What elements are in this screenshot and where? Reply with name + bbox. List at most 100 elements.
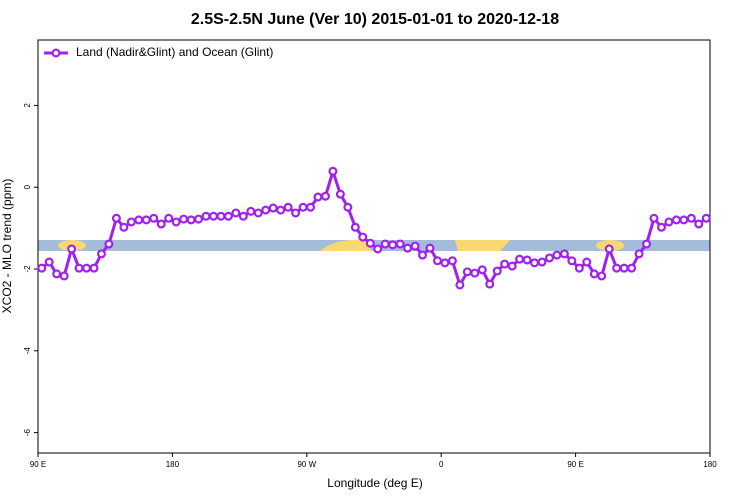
data-point [597, 271, 607, 281]
data-point [44, 257, 54, 267]
data-point [104, 239, 114, 249]
data-point [261, 205, 271, 215]
data-point [492, 266, 502, 276]
data-point [119, 222, 129, 232]
x-tick-label: 180 [166, 460, 180, 469]
data-point [664, 217, 674, 227]
data-point [313, 192, 323, 202]
data-point [627, 263, 637, 273]
data-point [223, 211, 233, 221]
data-point [246, 206, 256, 216]
series-line [40, 166, 708, 289]
data-point [276, 205, 286, 215]
data-point [634, 249, 644, 259]
data-point [82, 263, 92, 273]
data-point [612, 263, 622, 273]
data-point [552, 250, 562, 260]
x-tick-label: 0 [439, 460, 444, 469]
data-point [694, 219, 704, 229]
data-point [388, 240, 398, 250]
x-tick-label: 180 [703, 460, 717, 469]
data-point [126, 217, 136, 227]
data-point [141, 215, 151, 225]
data-point [208, 211, 218, 221]
data-point [619, 263, 629, 273]
data-point [403, 243, 413, 253]
land-patch [455, 240, 510, 251]
data-point [373, 244, 383, 254]
data-point [365, 238, 375, 248]
data-point [149, 213, 159, 223]
data-point [470, 268, 480, 278]
data-point [111, 213, 121, 223]
data-point [74, 263, 84, 273]
data-point [134, 215, 144, 225]
land-patch [320, 239, 372, 251]
data-point [567, 256, 577, 266]
data-point [216, 211, 226, 221]
data-point [701, 213, 711, 223]
y-tick-label: -4 [23, 347, 32, 355]
data-point [440, 258, 450, 268]
data-point [380, 239, 390, 249]
data-point [298, 202, 308, 212]
data-point [156, 219, 166, 229]
data-point [559, 249, 569, 259]
data-point [343, 202, 353, 212]
x-tick-label: 90 W [297, 460, 316, 469]
data-point [231, 208, 241, 218]
data-point [306, 202, 316, 212]
data-point [462, 267, 472, 277]
data-point [530, 258, 540, 268]
data-point [425, 243, 435, 253]
data-point [194, 214, 204, 224]
data-point [89, 263, 99, 273]
data-point [537, 257, 547, 267]
data-point [171, 217, 181, 227]
data-point [418, 250, 428, 260]
data-point [507, 261, 517, 271]
data-point [96, 249, 106, 259]
data-point [477, 265, 487, 275]
y-tick-label: -6 [23, 428, 32, 436]
data-point [679, 215, 689, 225]
data-point [515, 254, 525, 264]
data-point [283, 202, 293, 212]
data-point [179, 214, 189, 224]
data-point [52, 269, 62, 279]
data-point [67, 244, 77, 254]
data-point [574, 263, 584, 273]
data-point [328, 166, 338, 176]
data-point [59, 271, 69, 281]
legend-marker [51, 48, 61, 58]
data-point [291, 208, 301, 218]
data-point [164, 213, 174, 223]
data-point [455, 280, 465, 290]
data-point [320, 191, 330, 201]
data-point [432, 256, 442, 266]
legend-label: Land (Nadir&Glint) and Ocean (Glint) [76, 45, 273, 59]
x-tick-label: 90 E [567, 460, 583, 469]
data-point [335, 189, 345, 199]
data-point [201, 211, 211, 221]
data-point [186, 215, 196, 225]
y-axis-label: XCO2 - MLO trend (ppm) [0, 179, 14, 314]
data-point [671, 215, 681, 225]
data-point [268, 203, 278, 213]
x-axis-label: Longitude (deg E) [327, 476, 422, 490]
data-point [642, 239, 652, 249]
data-point [350, 222, 360, 232]
data-point [604, 244, 614, 254]
data-point [522, 255, 532, 265]
y-tick-label: 2 [23, 103, 32, 108]
y-tick-label: 0 [23, 184, 32, 189]
y-tick-label: -2 [23, 265, 32, 273]
data-point [253, 208, 263, 218]
data-point [447, 256, 457, 266]
data-point [238, 211, 248, 221]
data-point [37, 263, 47, 273]
x-tick-label: 90 E [30, 460, 46, 469]
data-point [358, 232, 368, 242]
data-point [544, 253, 554, 263]
